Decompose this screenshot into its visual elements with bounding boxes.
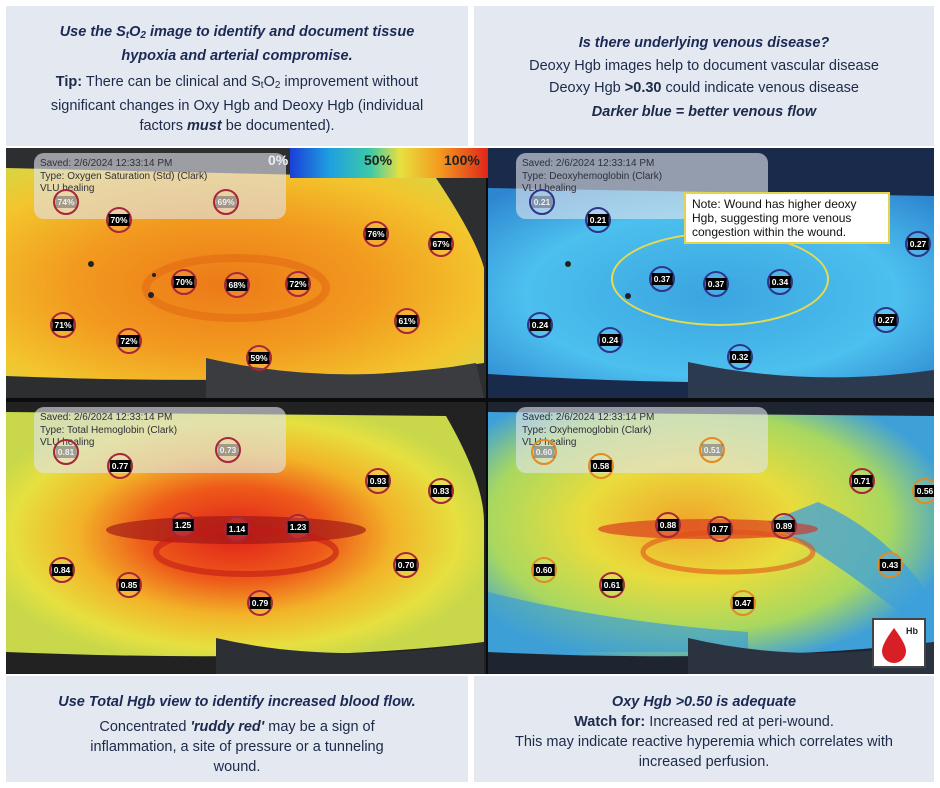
total-hgb-marker: 1.14 xyxy=(224,516,250,542)
sto2-marker: 74% xyxy=(53,189,79,215)
oxy-hgb-heading: Oxy Hgb >0.50 is adequate xyxy=(611,694,797,710)
oxy-hgb-marker: 0.60 xyxy=(531,439,557,465)
oxy-hgb-marker: 0.77 xyxy=(707,516,733,542)
scale-mid: 50% xyxy=(364,152,393,168)
total-hgb-marker: 0.93 xyxy=(365,468,391,494)
color-scale-bar xyxy=(290,148,490,178)
blood-drop-icon xyxy=(882,628,906,663)
sto2-marker: 70% xyxy=(171,269,197,295)
sto2-marker: 59% xyxy=(246,345,272,371)
deoxy-marker: 0.27 xyxy=(905,231,931,257)
sto2-instructions: Use the StO2 image to identify and docum… xyxy=(6,6,468,146)
hemoglobin-badge: Hb xyxy=(872,618,926,668)
oxy-hgb-marker: 0.58 xyxy=(588,453,614,479)
oxy-hgb-marker: 0.51 xyxy=(699,437,725,463)
oxy-hgb-marker: 0.47 xyxy=(730,590,756,616)
sto2-heading: Use the StO2 image to identify and docum… xyxy=(59,24,415,64)
oxy-hgb-marker: 0.71 xyxy=(849,468,875,494)
total-hgb-marker: 0.83 xyxy=(428,478,454,504)
deoxy-image-panel: Saved: 2/6/2024 12:33:14 PM Type: Deoxyhe… xyxy=(488,148,934,398)
deoxy-marker: 0.21 xyxy=(585,207,611,233)
total-hgb-marker: 0.73 xyxy=(215,437,241,463)
oxy-hgb-body: Watch for: Increased red at peri-wound. … xyxy=(515,714,893,770)
sto2-marker: 76% xyxy=(363,221,389,247)
deoxy-marker: 0.21 xyxy=(529,189,555,215)
oxy-hgb-marker: 0.88 xyxy=(655,512,681,538)
sto2-marker: 61% xyxy=(394,308,420,334)
oxy-hgb-marker: 0.43 xyxy=(877,552,903,578)
total-hgb-marker: 1.25 xyxy=(170,512,196,538)
total-hgb-marker: 0.79 xyxy=(247,590,273,616)
total-hgb-heading: Use Total Hgb view to identify increased… xyxy=(58,694,416,710)
total-hgb-marker: 0.85 xyxy=(116,572,142,598)
sto2-marker: 68% xyxy=(224,272,250,298)
total-hgb-marker: 0.77 xyxy=(107,453,133,479)
deoxy-marker: 0.24 xyxy=(597,327,623,353)
sto2-marker: 70% xyxy=(106,207,132,233)
sto2-marker: 71% xyxy=(50,312,76,338)
deoxy-line3: Darker blue = better venous flow xyxy=(591,104,817,120)
total-hgb-instructions: Use Total Hgb view to identify increased… xyxy=(6,676,468,782)
sto2-marker: 69% xyxy=(213,189,239,215)
oxy-hgb-instructions: Oxy Hgb >0.50 is adequate Watch for: Inc… xyxy=(474,676,934,782)
oxy-hgb-image-panel: Saved: 2/6/2024 12:33:14 PM Type: Oxyhemo… xyxy=(488,402,934,674)
total-hgb-body: Concentrated 'ruddy red' may be a sign o… xyxy=(90,719,384,775)
oxy-hgb-marker: 0.56 xyxy=(912,478,934,504)
deoxy-marker: 0.34 xyxy=(767,269,793,295)
oxy-hgb-marker: 0.61 xyxy=(599,572,625,598)
deoxy-instructions: Is there underlying venous disease? Deox… xyxy=(474,6,934,146)
sto2-marker: 67% xyxy=(428,231,454,257)
deoxy-question: Is there underlying venous disease? xyxy=(578,35,830,51)
oxy-hgb-marker: 0.60 xyxy=(531,557,557,583)
scale-max: 100% xyxy=(444,152,480,168)
deoxy-marker: 0.37 xyxy=(649,266,675,292)
badge-label: Hb xyxy=(906,626,918,636)
deoxy-marker: 0.27 xyxy=(873,307,899,333)
deoxy-marker: 0.24 xyxy=(527,312,553,338)
total-hgb-image-panel: Saved: 2/6/2024 12:33:14 PM Type: Total H… xyxy=(6,402,486,674)
sto2-tip: Tip: There can be clinical and StO2 impr… xyxy=(50,74,424,134)
total-hgb-marker: 0.81 xyxy=(53,439,79,465)
total-hgb-marker: 0.70 xyxy=(393,552,419,578)
sto2-marker: 72% xyxy=(116,328,142,354)
deoxy-line1: Deoxy Hgb images help to document vascul… xyxy=(529,58,879,74)
sto2-marker: 72% xyxy=(285,271,311,297)
deoxy-note: Note: Wound has higher deoxy Hgb, sugges… xyxy=(684,192,890,244)
deoxy-line2: Deoxy Hgb >0.30 could indicate venous di… xyxy=(549,80,859,96)
total-hgb-marker: 1.23 xyxy=(285,514,311,540)
oxy-hgb-marker: 0.89 xyxy=(771,513,797,539)
oxy-hgb-info: Saved: 2/6/2024 12:33:14 PM Type: Oxyhemo… xyxy=(516,407,768,473)
total-hgb-marker: 0.84 xyxy=(49,557,75,583)
deoxy-marker: 0.37 xyxy=(703,271,729,297)
deoxy-marker: 0.32 xyxy=(727,344,753,370)
